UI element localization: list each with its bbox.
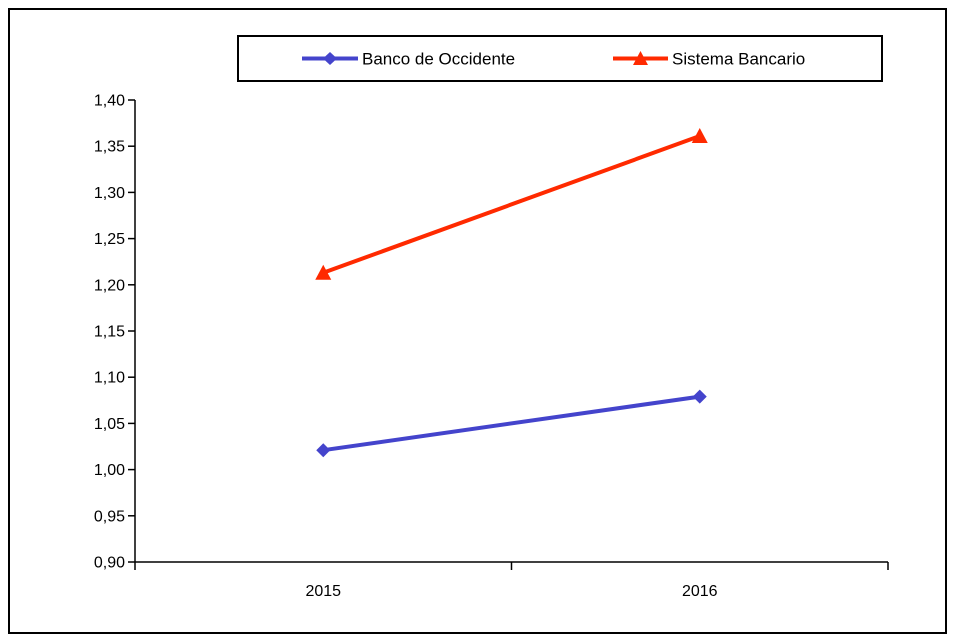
legend-marker-sistema [633, 51, 648, 65]
series-line-1 [322, 134, 701, 275]
y-tick-label: 0,90 [94, 555, 125, 572]
y-tick-label: 1,10 [94, 370, 125, 387]
y-tick-label: 1,00 [94, 462, 125, 479]
y-tick-label: 1,35 [94, 139, 125, 156]
y-ticks: 1,40 1,35 1,30 1,25 1,20 1,15 1,10 1,05 1,00 0,95… [94, 93, 135, 572]
y-tick-label: 1,30 [94, 185, 125, 202]
y-tick-label: 1,25 [94, 231, 125, 248]
y-tick-label: 1,20 [94, 277, 125, 294]
y-tick-label: 1,05 [94, 416, 125, 433]
data-point-marker [315, 264, 332, 280]
series-group [315, 128, 708, 458]
x-tick-label: 2015 [305, 583, 341, 600]
x-ticks: 2015 2016 [134, 562, 889, 600]
y-tick-label: 1,40 [94, 93, 125, 110]
data-point-marker [316, 443, 331, 458]
data-point-marker [692, 389, 707, 404]
legend-label-sistema: Sistema Bancario [672, 50, 805, 69]
data-point-marker [691, 128, 708, 144]
chart-frame [8, 8, 947, 634]
x-tick-label: 2016 [682, 583, 718, 600]
legend-label-banco: Banco de Occidente [362, 50, 515, 69]
legend-marker-banco [323, 52, 337, 65]
y-tick-label: 1,15 [94, 324, 125, 341]
legend: Banco de Occidente Sistema Bancario [237, 35, 883, 82]
y-tick-label: 0,95 [94, 508, 125, 525]
series-line-0 [322, 394, 701, 453]
